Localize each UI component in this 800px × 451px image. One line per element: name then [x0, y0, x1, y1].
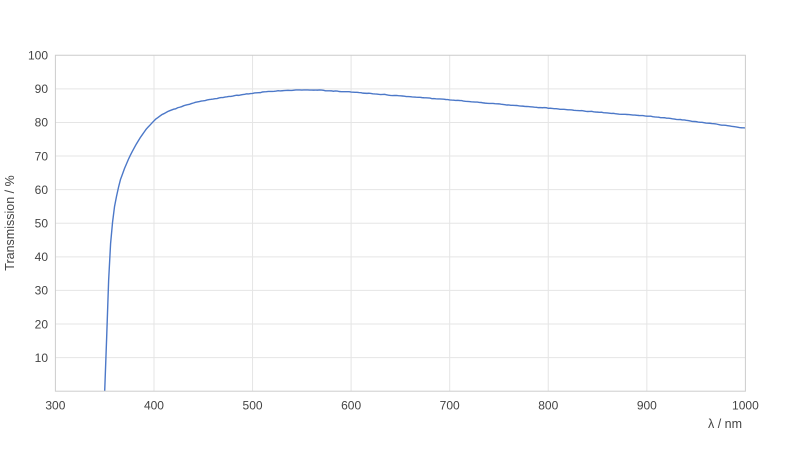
- svg-text:800: 800: [538, 399, 558, 413]
- svg-text:70: 70: [35, 149, 49, 163]
- svg-text:20: 20: [35, 317, 49, 331]
- svg-text:500: 500: [243, 399, 263, 413]
- svg-text:1000: 1000: [732, 399, 759, 413]
- svg-text:100: 100: [28, 49, 48, 63]
- svg-text:900: 900: [637, 399, 657, 413]
- svg-text:50: 50: [35, 217, 49, 231]
- svg-text:10: 10: [35, 351, 49, 365]
- svg-text:700: 700: [440, 399, 460, 413]
- svg-text:60: 60: [35, 183, 49, 197]
- svg-text:40: 40: [35, 250, 49, 264]
- svg-text:80: 80: [35, 116, 49, 130]
- svg-text:400: 400: [144, 399, 164, 413]
- svg-text:λ / nm: λ / nm: [708, 417, 742, 431]
- svg-text:Transmission / %: Transmission / %: [3, 175, 17, 270]
- svg-text:90: 90: [35, 82, 49, 96]
- svg-text:30: 30: [35, 284, 49, 298]
- svg-text:600: 600: [341, 399, 361, 413]
- svg-text:300: 300: [45, 399, 65, 413]
